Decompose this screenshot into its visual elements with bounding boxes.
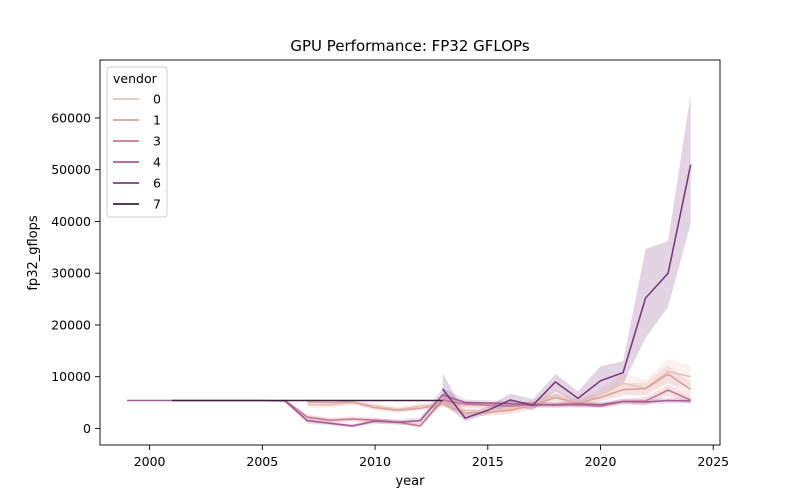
legend-label-3: 3 [153, 134, 161, 149]
x-tick-label: 2015 [472, 454, 504, 469]
legend-label-6: 6 [153, 176, 161, 191]
x-tick-label: 2010 [359, 454, 391, 469]
y-tick-label: 60000 [51, 110, 91, 125]
y-tick-label: 0 [83, 421, 91, 436]
x-axis-title: year [395, 474, 425, 489]
y-axis: 0 10000 20000 30000 40000 50000 60000 [51, 110, 100, 436]
line-vendor-0 [307, 370, 691, 413]
line-vendor-1 [307, 373, 692, 414]
legend-frame [106, 66, 168, 218]
y-tick-label: 50000 [51, 162, 91, 177]
x-tick-label: 2020 [585, 454, 617, 469]
y-tick-label: 20000 [51, 317, 91, 332]
x-tick-label: 2000 [134, 454, 166, 469]
band-vendor-6 [442, 93, 691, 422]
legend-label-4: 4 [153, 155, 161, 170]
band-vendor-1 [307, 365, 691, 416]
x-tick-label: 2025 [697, 454, 729, 469]
legend-entries: 0 1 3 4 6 7 [113, 92, 161, 212]
y-tick-label: 30000 [51, 266, 91, 281]
legend-label-0: 0 [153, 92, 161, 107]
x-tick-label: 2005 [246, 454, 278, 469]
band-vendor-4 [127, 388, 691, 428]
legend-label-1: 1 [153, 113, 161, 128]
legend: vendor 0 1 3 4 6 7 [106, 66, 168, 218]
y-tick-label: 40000 [51, 214, 91, 229]
y-axis-title: fp32_gflops [26, 215, 41, 291]
series-lines [127, 164, 692, 427]
x-axis: 2000 2005 2010 2015 2020 2025 [134, 445, 729, 469]
line-vendor-6 [442, 164, 692, 419]
band-vendor-0 [307, 359, 691, 416]
legend-title: vendor [113, 71, 158, 86]
y-tick-label: 10000 [51, 369, 91, 384]
legend-label-7: 7 [153, 197, 161, 212]
chart-title: GPU Performance: FP32 GFLOPs [290, 37, 529, 55]
plot-frame [99, 59, 721, 446]
